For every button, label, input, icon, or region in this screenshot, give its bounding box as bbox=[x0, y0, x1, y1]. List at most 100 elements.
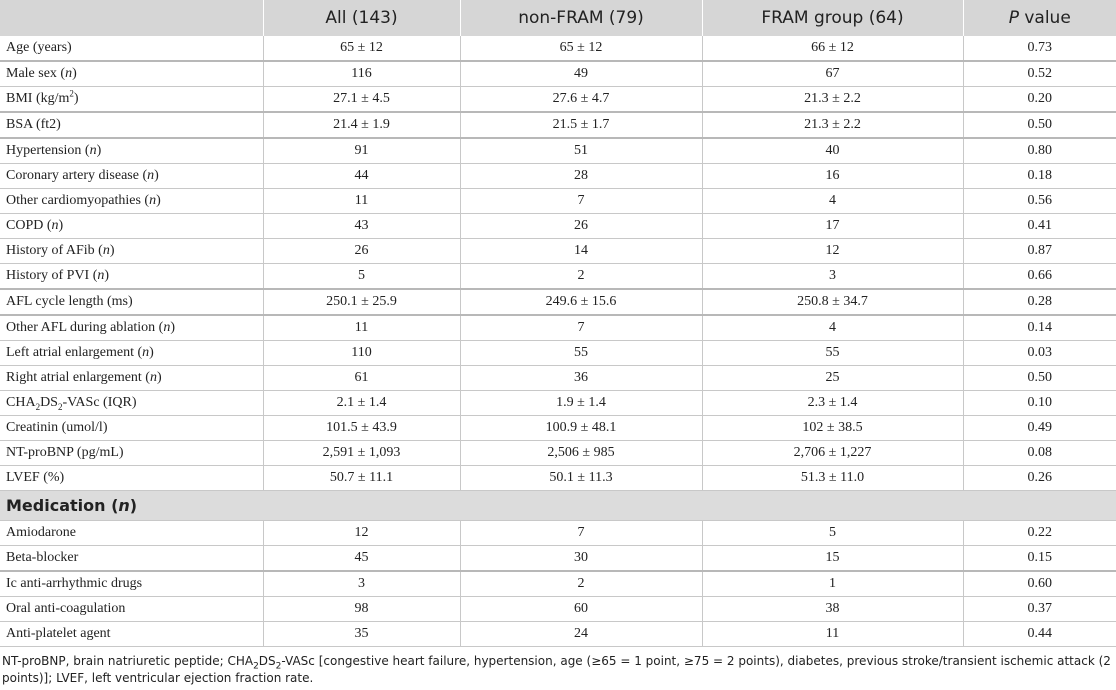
row-label: BMI (kg/m2) bbox=[0, 86, 263, 113]
cell-fram: 51.3 ± 11.0 bbox=[701, 465, 963, 491]
row-label-label: Creatinin (umol/l) bbox=[6, 420, 108, 435]
row-label-label-it: n bbox=[51, 218, 59, 233]
cell-all: 91 bbox=[262, 137, 460, 164]
row-label: LVEF (%) bbox=[0, 465, 263, 491]
cell-p-value: 0.87 bbox=[962, 238, 1116, 264]
row-label: Age (years) bbox=[0, 36, 263, 62]
section-label-pre: Medication ( bbox=[6, 495, 119, 515]
cell-non-fram: 7 bbox=[459, 520, 702, 546]
row-label-label: LVEF (%) bbox=[6, 470, 65, 485]
table-row: AFL cycle length (ms) 250.1 ± 25.9 249.6 ±… bbox=[0, 288, 1116, 316]
cell-p-value: 0.73 bbox=[962, 36, 1116, 62]
cell-all: 50.7 ± 11.1 bbox=[262, 465, 460, 491]
cell-p-value: 0.66 bbox=[962, 263, 1116, 290]
cell-fram: 5 bbox=[701, 520, 963, 546]
row-label-label-pre: Left atrial enlargement ( bbox=[6, 345, 143, 360]
cell-fram: 2,706 ± 1,227 bbox=[701, 440, 963, 466]
cell-non-fram: 26 bbox=[459, 213, 702, 239]
cell-p-value: 0.49 bbox=[962, 415, 1116, 441]
footnote-part-2: DS bbox=[258, 654, 276, 668]
row-label-label-post: ) bbox=[96, 143, 102, 158]
row-label-label-pre: Hypertension ( bbox=[6, 143, 90, 158]
cell-non-fram: 28 bbox=[459, 163, 702, 189]
row-label-label-pre: History of PVI ( bbox=[6, 268, 98, 283]
table-row: Left atrial enlargement (n) 110 55 55 0.03 bbox=[0, 340, 1116, 366]
cell-non-fram: 2,506 ± 985 bbox=[459, 440, 702, 466]
section-label: Medication (n) bbox=[0, 490, 1116, 521]
row-label-label: Age (years) bbox=[6, 40, 72, 55]
table-row: Other cardiomyopathies (n) 11 7 4 0.56 bbox=[0, 188, 1116, 214]
cell-p-value: 0.08 bbox=[962, 440, 1116, 466]
cell-p-value: 0.20 bbox=[962, 86, 1116, 113]
header-p-italic: P bbox=[1008, 8, 1019, 28]
cell-non-fram: 21.5 ± 1.7 bbox=[459, 111, 702, 139]
row-label-label-it: n bbox=[65, 66, 73, 81]
cell-fram: 38 bbox=[701, 596, 963, 622]
header-fram: FRAM group (64) bbox=[701, 0, 963, 36]
row-label-label: Oral anti-coagulation bbox=[6, 601, 126, 616]
cell-p-value: 0.41 bbox=[962, 213, 1116, 239]
cell-fram: 67 bbox=[701, 60, 963, 87]
cell-fram: 1 bbox=[701, 570, 963, 597]
cell-all: 35 bbox=[262, 621, 460, 647]
table-row: Coronary artery disease (n) 44 28 16 0.18 bbox=[0, 163, 1116, 189]
row-label-label-it: n bbox=[149, 370, 157, 385]
cell-all: 101.5 ± 43.9 bbox=[262, 415, 460, 441]
cell-p-value: 0.03 bbox=[962, 340, 1116, 366]
header-label bbox=[0, 0, 263, 36]
row-label: Amiodarone bbox=[0, 520, 263, 546]
cell-fram: 250.8 ± 34.7 bbox=[701, 288, 963, 316]
cell-all: 65 ± 12 bbox=[262, 36, 460, 62]
cell-all: 5 bbox=[262, 263, 460, 290]
row-label-label: BSA (ft2) bbox=[6, 117, 61, 132]
cell-p-value: 0.28 bbox=[962, 288, 1116, 316]
cell-p-value: 0.44 bbox=[962, 621, 1116, 647]
table-body: Age (years) 65 ± 12 65 ± 12 66 ± 12 0.73 Male… bbox=[0, 36, 1116, 647]
cell-non-fram: 49 bbox=[459, 60, 702, 87]
cell-p-value: 0.37 bbox=[962, 596, 1116, 622]
cell-non-fram: 7 bbox=[459, 314, 702, 341]
table-row: Oral anti-coagulation 98 60 38 0.37 bbox=[0, 596, 1116, 622]
row-label-label-pre: Other AFL during ablation ( bbox=[6, 320, 164, 335]
row-label: Oral anti-coagulation bbox=[0, 596, 263, 622]
cell-p-value: 0.10 bbox=[962, 390, 1116, 416]
cell-non-fram: 27.6 ± 4.7 bbox=[459, 86, 702, 113]
cell-all: 11 bbox=[262, 188, 460, 214]
row-label-label-it: n bbox=[89, 143, 97, 158]
row-label: NT-proBNP (pg/mL) bbox=[0, 440, 263, 466]
cell-all: 250.1 ± 25.9 bbox=[262, 288, 460, 316]
cell-non-fram: 60 bbox=[459, 596, 702, 622]
table-footnote: NT-proBNP, brain natriuretic peptide; CH… bbox=[2, 653, 1114, 687]
row-label-label-post: ) bbox=[109, 243, 115, 258]
row-label-label: NT-proBNP (pg/mL) bbox=[6, 445, 124, 460]
table-row: History of AFib (n) 26 14 12 0.87 bbox=[0, 238, 1116, 264]
section-label-post: ) bbox=[129, 495, 138, 515]
row-label-label-mid: DS bbox=[40, 395, 58, 410]
row-label: History of PVI (n) bbox=[0, 263, 263, 290]
row-label-label-pre: Male sex ( bbox=[6, 66, 66, 81]
table-row: Creatinin (umol/l) 101.5 ± 43.9 100.9 ± 48… bbox=[0, 415, 1116, 441]
row-label-label-post: ) bbox=[154, 168, 159, 183]
table-row: Anti-platelet agent 35 24 11 0.44 bbox=[0, 621, 1116, 647]
table-row: NT-proBNP (pg/mL) 2,591 ± 1,093 2,506 ± 98… bbox=[0, 440, 1116, 466]
cell-non-fram: 36 bbox=[459, 365, 702, 391]
row-label-label-post: ) bbox=[72, 66, 77, 81]
cell-p-value: 0.14 bbox=[962, 314, 1116, 341]
cell-all: 43 bbox=[262, 213, 460, 239]
row-label-label-it: n bbox=[149, 193, 157, 208]
cell-all: 26 bbox=[262, 238, 460, 264]
cell-p-value: 0.52 bbox=[962, 60, 1116, 87]
table-row: CHA2DS2-VASc (IQR) 2.1 ± 1.4 1.9 ± 1.4 2.3 … bbox=[0, 390, 1116, 416]
footnote-part-1: NT-proBNP, brain natriuretic peptide; CH… bbox=[2, 654, 254, 668]
row-label-label-pre: COPD ( bbox=[6, 218, 52, 233]
cell-fram: 40 bbox=[701, 137, 963, 164]
cell-fram: 12 bbox=[701, 238, 963, 264]
table-row: LVEF (%) 50.7 ± 11.1 50.1 ± 11.3 51.3 ± 11.… bbox=[0, 465, 1116, 491]
cell-fram: 11 bbox=[701, 621, 963, 647]
section-label-italic: n bbox=[118, 495, 130, 515]
table-row: Right atrial enlargement (n) 61 36 25 0.50 bbox=[0, 365, 1116, 391]
table-row: BMI (kg/m2) 27.1 ± 4.5 27.6 ± 4.7 21.3 ± 2.… bbox=[0, 86, 1116, 113]
row-label-label-pre: Other cardiomyopathies ( bbox=[6, 193, 150, 208]
cell-fram: 15 bbox=[701, 545, 963, 572]
row-label: Coronary artery disease (n) bbox=[0, 163, 263, 189]
